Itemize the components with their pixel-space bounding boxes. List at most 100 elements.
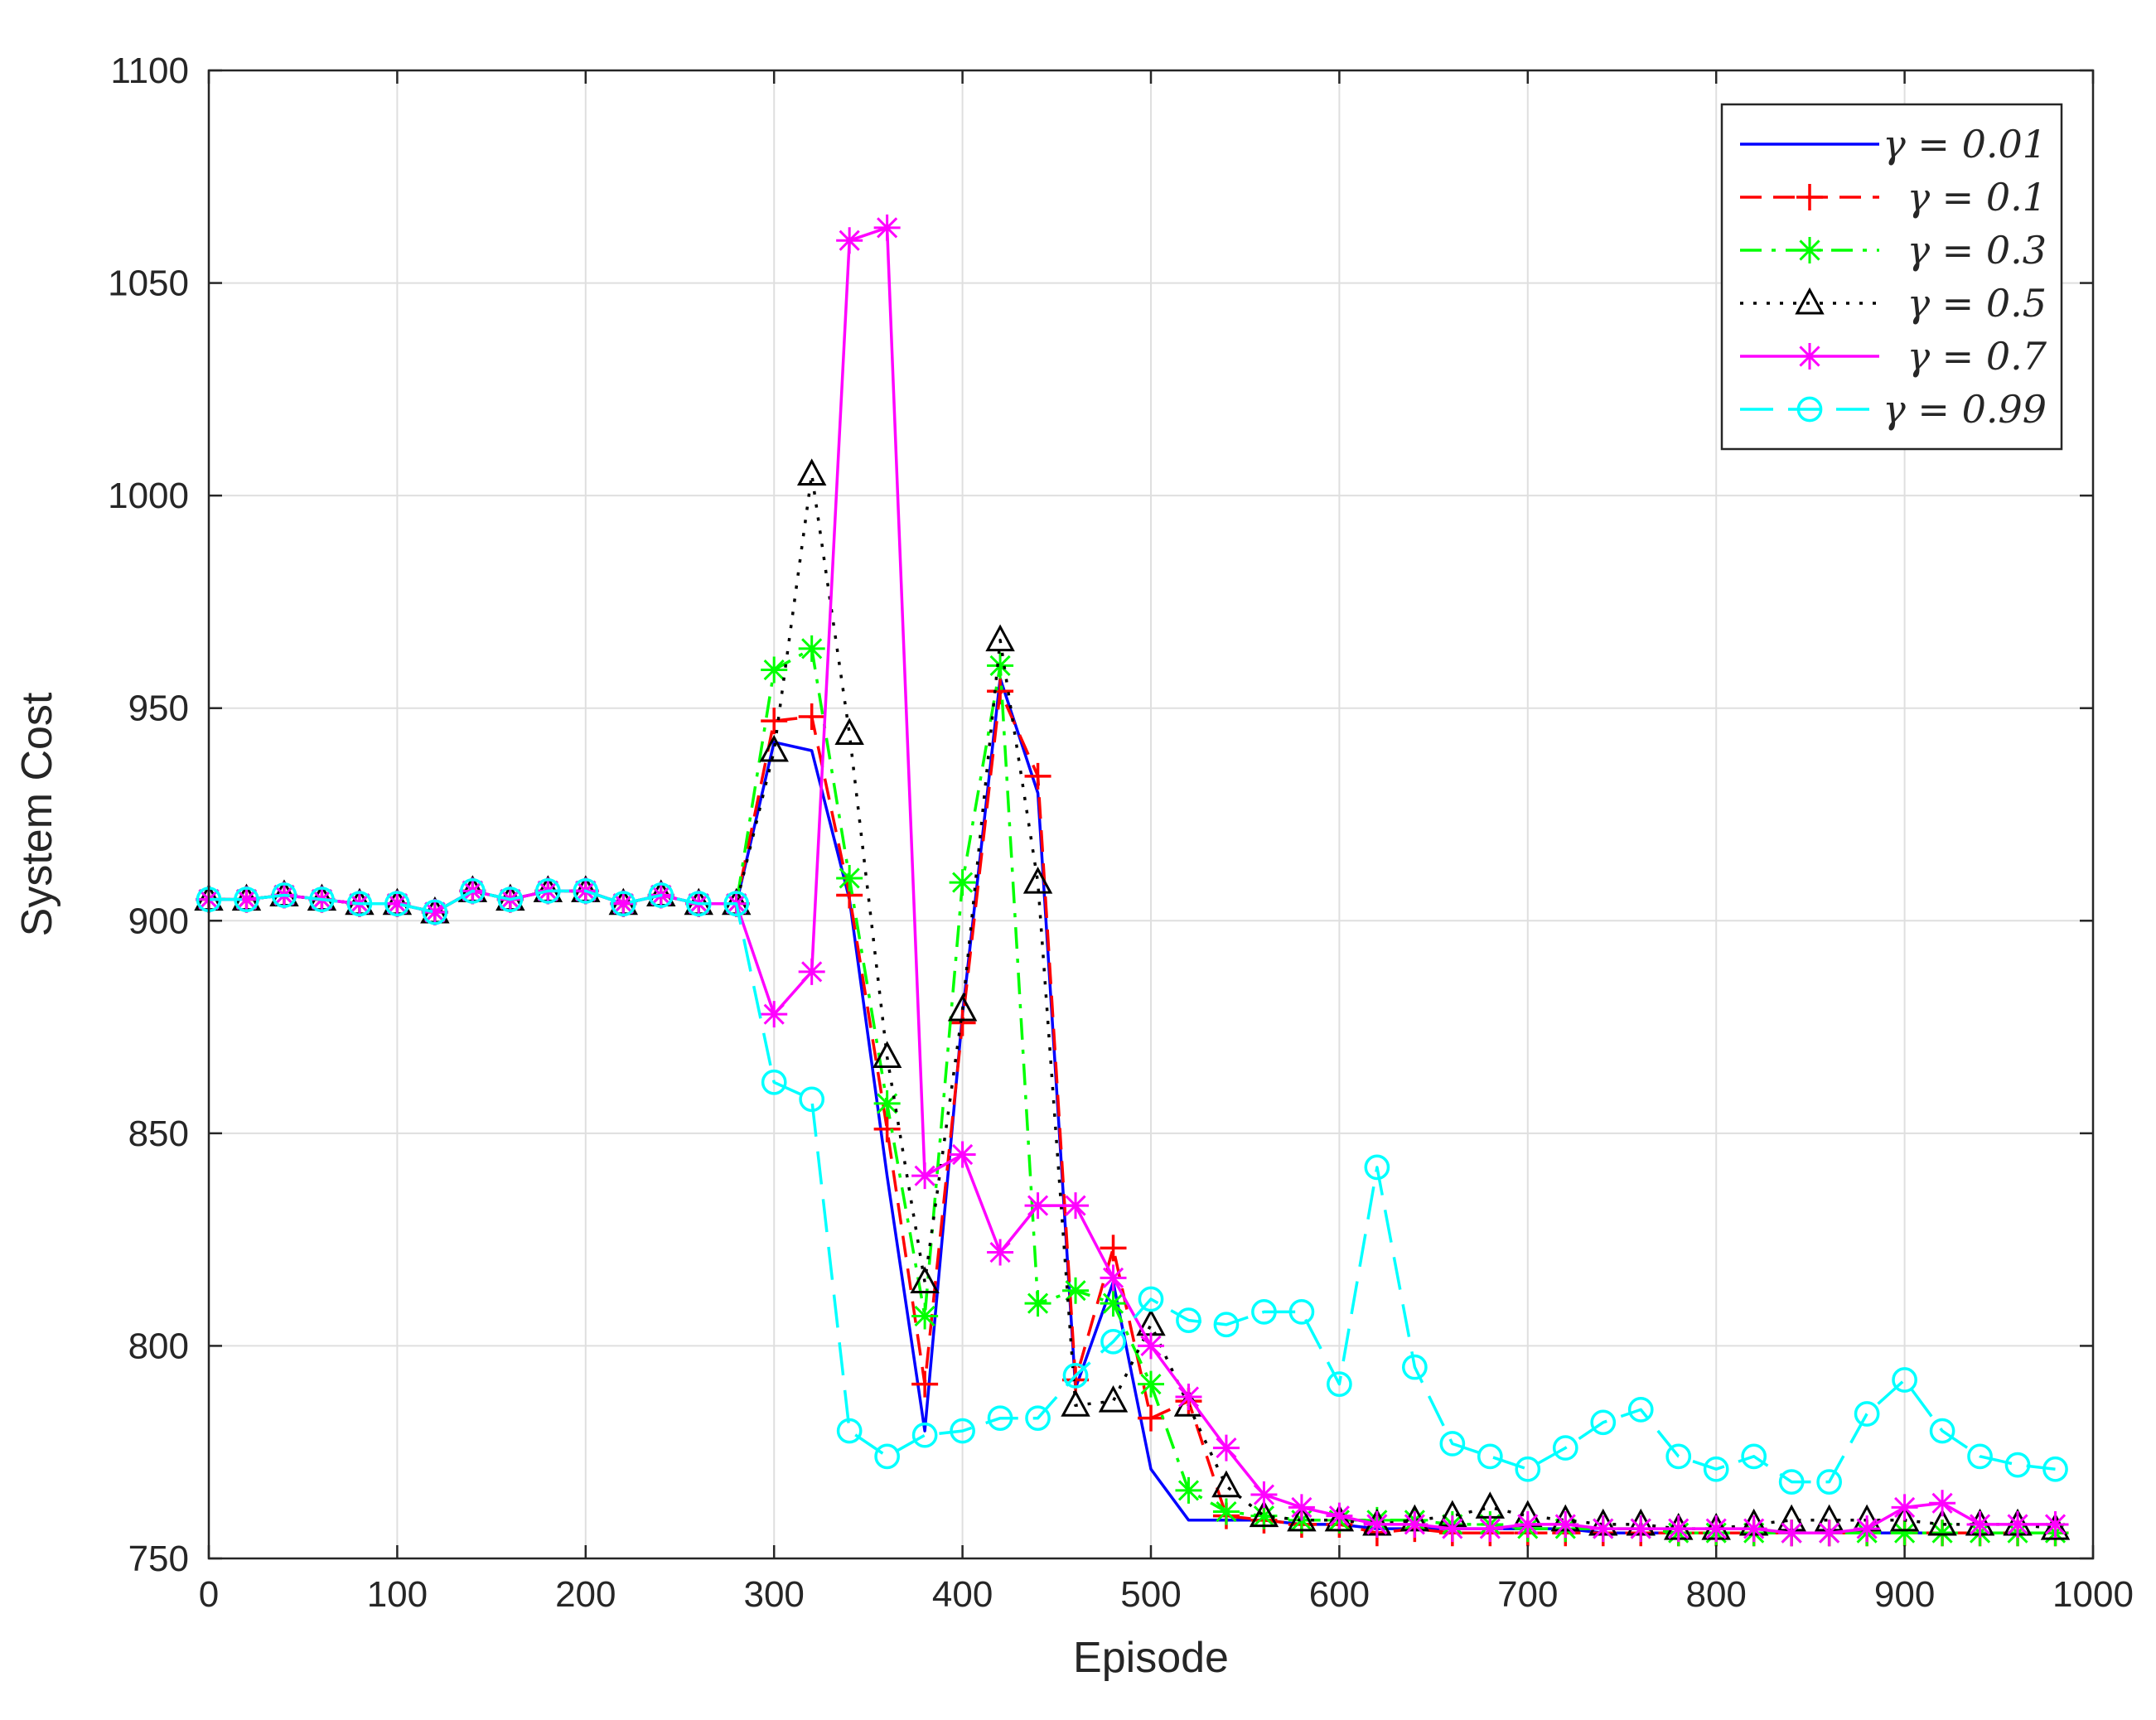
triangle-marker xyxy=(796,458,827,486)
triangle-marker xyxy=(1249,1500,1279,1528)
axes: 0 100 200 300 400 500 600 700 800 900 1000 750 800 85… xyxy=(108,51,2134,1615)
circle-marker xyxy=(534,878,561,904)
legend: γ = 0.01 γ = 0.1 γ = 0.3 γ = 0.5 γ = 0.7 γ = … xyxy=(1720,103,2063,451)
triangle-marker xyxy=(1211,1470,1241,1498)
asterisk-marker xyxy=(1175,1476,1202,1504)
legend-entry: γ = 0.7 xyxy=(1740,334,2047,379)
asterisk-marker xyxy=(1326,1502,1353,1529)
plus-marker xyxy=(1100,1234,1127,1262)
x-tick-label: 1000 xyxy=(2052,1574,2134,1615)
asterisk-marker xyxy=(2004,1510,2032,1538)
circle-marker xyxy=(950,1418,975,1444)
circle-marker xyxy=(1854,1401,1880,1427)
circle-marker xyxy=(1402,1354,1428,1380)
triangle-marker xyxy=(985,624,1015,652)
circle-marker xyxy=(1062,1362,1089,1389)
x-axis-label: Episode xyxy=(1073,1634,1229,1682)
circle-marker xyxy=(1025,1405,1051,1432)
x-tick-label: 300 xyxy=(743,1574,804,1615)
circle-marker xyxy=(836,1418,863,1444)
asterisk-marker xyxy=(873,214,901,241)
circle-marker xyxy=(911,1422,938,1448)
asterisk-marker xyxy=(798,635,825,662)
circle-marker xyxy=(384,891,410,917)
asterisk-marker xyxy=(911,1302,939,1330)
series-layer xyxy=(194,214,2071,1547)
plus-marker xyxy=(873,1115,901,1143)
x-tick-label: 400 xyxy=(932,1574,993,1615)
circle-marker xyxy=(1439,1431,1466,1457)
circle-marker xyxy=(1251,1299,1277,1325)
asterisk-marker xyxy=(1062,1192,1090,1220)
y-tick-label: 900 xyxy=(128,901,189,941)
asterisk-marker xyxy=(761,656,788,684)
circle-marker xyxy=(1213,1312,1240,1338)
y-tick-label: 1050 xyxy=(108,263,189,304)
asterisk-marker xyxy=(1288,1494,1315,1521)
circle-marker xyxy=(346,891,373,917)
circle-marker xyxy=(573,878,599,904)
asterisk-marker xyxy=(761,1001,788,1028)
circle-marker xyxy=(610,891,636,917)
asterisk-marker xyxy=(1062,1277,1090,1304)
asterisk-marker xyxy=(1138,1332,1164,1360)
triangle-marker xyxy=(834,717,864,746)
circle-marker xyxy=(1176,1307,1201,1333)
circle-marker xyxy=(1741,1443,1767,1470)
circle-marker xyxy=(422,899,448,925)
asterisk-marker xyxy=(1796,343,1823,370)
legend-label: γ = 0.3 xyxy=(1907,228,2047,273)
circle-marker xyxy=(1364,1154,1390,1181)
asterisk-marker xyxy=(1250,1481,1278,1509)
circle-marker xyxy=(1515,1456,1541,1482)
asterisk-marker xyxy=(1514,1510,1541,1538)
triangle-marker xyxy=(1287,1504,1317,1532)
asterisk-marker xyxy=(1477,1515,1504,1543)
circle-marker xyxy=(1929,1418,1955,1444)
circle-marker xyxy=(987,1405,1013,1432)
asterisk-marker xyxy=(1627,1515,1655,1543)
y-tick-label: 750 xyxy=(128,1539,189,1579)
circle-marker xyxy=(874,1443,900,1470)
asterisk-marker xyxy=(1212,1498,1240,1525)
circle-marker xyxy=(1967,1443,1993,1470)
asterisk-marker xyxy=(610,890,637,917)
legend-box xyxy=(1720,103,2063,451)
circle-marker xyxy=(1327,1371,1352,1397)
legend-label: γ = 0.7 xyxy=(1907,334,2047,379)
triangle-marker xyxy=(1889,1504,1920,1532)
circle-marker xyxy=(460,878,486,904)
x-tick-label: 200 xyxy=(555,1574,616,1615)
asterisk-marker xyxy=(1552,1510,1579,1538)
triangle-marker xyxy=(1795,287,1825,315)
triangle-marker xyxy=(1098,1384,1129,1413)
y-tick-label: 850 xyxy=(128,1114,189,1154)
triangle-marker xyxy=(1022,866,1053,894)
legend-label: γ = 0.1 xyxy=(1907,175,2047,220)
circle-marker xyxy=(2042,1456,2068,1482)
asterisk-marker xyxy=(1665,1515,1692,1543)
circle-marker xyxy=(1100,1328,1126,1355)
x-tick-label: 600 xyxy=(1309,1574,1370,1615)
asterisk-marker xyxy=(1929,1519,1956,1547)
legend-label: γ = 0.5 xyxy=(1907,281,2047,326)
asterisk-marker xyxy=(1966,1510,1994,1538)
legend-entry: γ = 0.3 xyxy=(1740,228,2047,273)
asterisk-marker xyxy=(1024,1192,1051,1220)
series-line xyxy=(209,889,2056,1484)
circle-marker xyxy=(1665,1443,1692,1470)
asterisk-marker xyxy=(1212,1434,1240,1462)
circle-marker xyxy=(1138,1286,1164,1312)
y-tick-label: 1000 xyxy=(108,476,189,516)
asterisk-marker xyxy=(1363,1510,1390,1538)
asterisk-marker xyxy=(1175,1384,1202,1411)
circle-marker xyxy=(1816,1469,1842,1495)
plus-marker xyxy=(798,703,825,730)
circle-marker xyxy=(2004,1452,2031,1478)
legend-entry: γ = 0.5 xyxy=(1740,281,2047,326)
asterisk-marker xyxy=(1854,1515,1881,1543)
asterisk-marker xyxy=(949,1141,976,1168)
circle-marker xyxy=(1627,1397,1654,1423)
legend-entry: γ = 0.01 xyxy=(1740,122,2047,167)
